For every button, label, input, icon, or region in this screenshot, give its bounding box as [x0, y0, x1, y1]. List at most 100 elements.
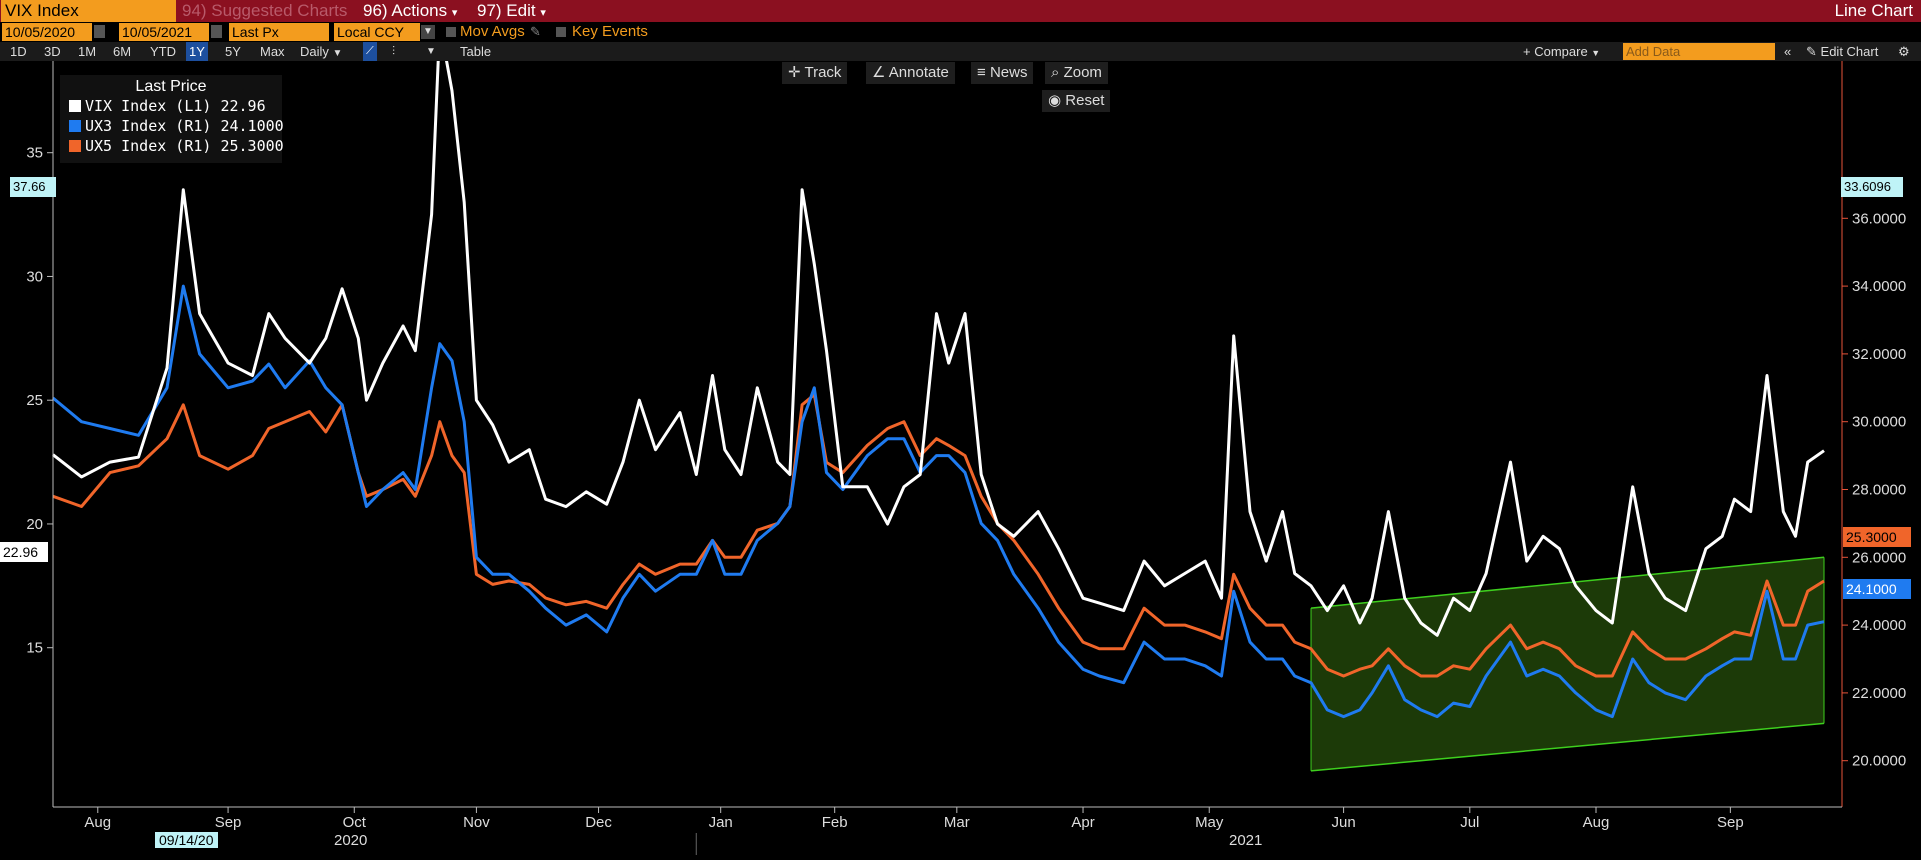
x-tick-label: Oct	[343, 814, 367, 831]
suggested-charts-button[interactable]: 94) Suggested Charts	[182, 1, 348, 20]
x-tick-label: Aug	[84, 814, 111, 831]
end-date-field[interactable]: 10/05/2021	[119, 23, 209, 41]
x-tick-label: Sep	[1717, 814, 1744, 831]
right-tick-label: 32.0000	[1852, 346, 1906, 363]
right-tick-label: 24.0000	[1852, 617, 1906, 634]
trend-channel-lower-line	[1310, 722, 1825, 772]
legend-label: UX5 Index (R1) 25.3000	[85, 137, 284, 155]
period-max[interactable]: Max	[260, 44, 285, 59]
chevron-down-icon: ▼	[1591, 48, 1601, 58]
annotate-button[interactable]: ∠ Annotate	[866, 62, 955, 84]
series-line-ux5-index[interactable]	[52, 393, 1825, 678]
pencil-icon: ∠	[872, 64, 886, 81]
series-line-ux3-index[interactable]	[52, 284, 1825, 719]
right-tick-label: 22.0000	[1852, 685, 1906, 702]
legend-label: VIX Index (L1) 22.96	[85, 97, 266, 115]
edit-label: 97) Edit	[477, 1, 536, 20]
line-chart[interactable]: 15202530354020.000022.000024.000026.0000…	[0, 61, 1921, 860]
period-5y[interactable]: 5Y	[225, 44, 241, 59]
zoom-button[interactable]: ⌕ Zoom	[1045, 62, 1108, 84]
legend-label: UX3 Index (R1) 24.1000	[85, 117, 284, 135]
top-toolbar: VIX Index 94) Suggested Charts 96) Actio…	[0, 0, 1921, 22]
legend-item-vix[interactable]: VIX Index (L1) 22.96	[69, 97, 266, 116]
x-tick-label: Dec	[585, 814, 612, 831]
bar-style-icon[interactable]: ⫶	[392, 44, 396, 58]
legend-title: Last Price	[135, 78, 207, 95]
x-tick-label: Feb	[822, 814, 848, 831]
gear-icon[interactable]: ⚙	[1898, 44, 1910, 59]
track-label: Track	[804, 64, 842, 81]
frequency-selector[interactable]: Daily ▼	[300, 42, 342, 61]
currency-selector[interactable]: Local CCY	[334, 23, 420, 41]
left-cursor-tag: 37.66	[10, 177, 56, 197]
table-button[interactable]: Table	[460, 44, 492, 59]
right-tick-label: 30.0000	[1852, 414, 1906, 431]
year-label-2020: 2020	[334, 832, 368, 849]
left-tick-label: 35	[26, 145, 43, 162]
start-date-field[interactable]: 10/05/2020	[2, 23, 92, 41]
chevron-down-icon: ▾	[540, 7, 546, 19]
year-label-2021: 2021	[1229, 832, 1263, 849]
key-events-label: Key Events	[572, 23, 648, 40]
right-tick-label: 34.0000	[1852, 278, 1906, 295]
track-button[interactable]: ✛ Track	[782, 62, 848, 84]
pencil-icon[interactable]: ✎	[530, 24, 541, 39]
add-data-input[interactable]	[1623, 43, 1775, 60]
x-tick-label: Aug	[1583, 814, 1610, 831]
legend-swatch	[69, 140, 81, 152]
compare-label: + Compare	[1523, 44, 1588, 59]
chevron-down-icon: ▾	[451, 7, 458, 19]
right-tick-label: 28.0000	[1852, 482, 1906, 499]
line-chart-icon[interactable]: ⟋	[363, 42, 377, 61]
right-tick-label: 26.0000	[1852, 549, 1906, 566]
annotate-label: Annotate	[888, 64, 949, 81]
trend-channel-upper-line	[1310, 556, 1825, 609]
series-line-vix-index[interactable]	[52, 61, 1825, 637]
chevron-down-icon[interactable]: ▼	[421, 25, 435, 39]
period-1d[interactable]: 1D	[10, 44, 27, 59]
edit-chart-label: Edit Chart	[1820, 44, 1879, 59]
compare-button[interactable]: + Compare ▼	[1523, 42, 1600, 61]
calendar-icon[interactable]	[211, 25, 222, 38]
period-6m[interactable]: 6M	[113, 44, 132, 59]
chart-type-title: Line Chart	[1834, 1, 1913, 20]
period-toolbar: 1D 3D 1M 6M YTD 1Y 5Y Max Daily ▼ ⟋ ⫶ ▼ …	[0, 42, 1921, 61]
period-1y[interactable]: 1Y	[186, 42, 208, 61]
left-tick-label: 25	[26, 392, 43, 409]
frequency-label: Daily	[300, 44, 329, 59]
news-button[interactable]: ≡ News	[971, 62, 1034, 84]
legend-item-ux5[interactable]: UX5 Index (R1) 25.3000	[69, 137, 284, 156]
period-1m[interactable]: 1M	[78, 44, 97, 59]
actions-menu[interactable]: 96) Actions ▾	[363, 0, 457, 22]
left-tick-label: 15	[26, 640, 43, 657]
right-cursor-tag: 33.6096	[1841, 177, 1903, 197]
x-tick-label: Mar	[944, 814, 970, 831]
left-tick-label: 20	[26, 516, 43, 533]
right-tick-label: 20.0000	[1852, 753, 1906, 770]
collapse-icon[interactable]: «	[1784, 44, 1792, 59]
x-tick-label: Sep	[215, 814, 242, 831]
edit-menu[interactable]: 97) Edit ▾	[477, 0, 546, 22]
calendar-icon[interactable]	[94, 25, 105, 38]
right-tick-label: 36.0000	[1852, 210, 1906, 227]
news-icon: ≡	[977, 64, 986, 81]
news-label: News	[989, 64, 1028, 81]
chevron-down-icon[interactable]: ▼	[426, 46, 436, 57]
mov-avgs-label: Mov Avgs	[460, 23, 525, 40]
reset-button[interactable]: ◉ Reset	[1042, 90, 1111, 112]
x-tick-label: Apr	[1071, 814, 1094, 831]
legend-swatch	[69, 120, 81, 132]
legend-item-ux3[interactable]: UX3 Index (R1) 24.1000	[69, 117, 284, 136]
mov-avgs-checkbox[interactable]	[446, 27, 456, 37]
reset-label: Reset	[1065, 92, 1105, 109]
legend: Last Price VIX Index (L1) 22.96 UX3 Inde…	[60, 75, 284, 163]
period-3d[interactable]: 3D	[44, 44, 61, 59]
key-events-checkbox[interactable]	[556, 27, 566, 37]
field-selector[interactable]: Last Px	[229, 23, 329, 41]
left-last-value-tag: 22.96	[0, 542, 48, 562]
period-ytd[interactable]: YTD	[150, 44, 176, 59]
trend-channel-fill	[1311, 557, 1824, 771]
ticker-field[interactable]: VIX Index	[1, 0, 176, 22]
zoom-label: Zoom	[1063, 64, 1102, 81]
edit-chart-button[interactable]: ✎ Edit Chart	[1806, 42, 1878, 61]
